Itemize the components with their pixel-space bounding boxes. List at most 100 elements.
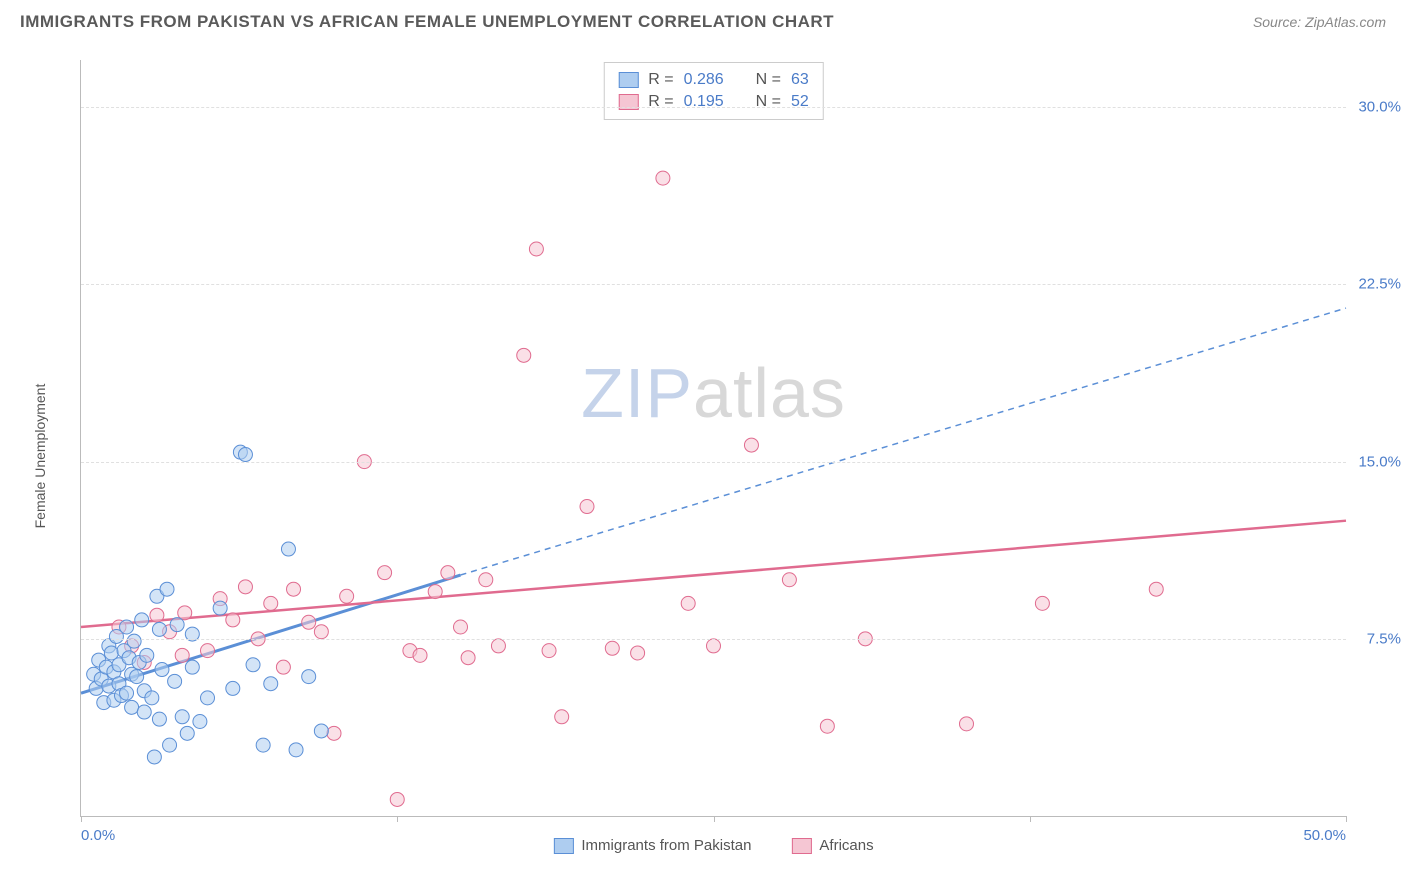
data-point	[656, 171, 670, 185]
data-point	[226, 681, 240, 695]
series-legend: Immigrants from Pakistan Africans	[553, 837, 873, 854]
data-point	[125, 700, 139, 714]
data-point	[193, 715, 207, 729]
data-point	[201, 691, 215, 705]
data-point	[201, 644, 215, 658]
series-legend-item-africans: Africans	[791, 837, 873, 854]
data-point	[140, 648, 154, 662]
data-point	[314, 724, 328, 738]
data-point	[152, 712, 166, 726]
data-point	[1149, 582, 1163, 596]
data-point	[960, 717, 974, 731]
y-tick-label: 22.5%	[1358, 276, 1401, 293]
y-axis-label: Female Unemployment	[32, 384, 48, 529]
data-point	[517, 348, 531, 362]
data-point	[631, 646, 645, 660]
data-point	[135, 613, 149, 627]
trend-line-dashed	[461, 308, 1347, 575]
data-point	[152, 622, 166, 636]
data-point	[120, 620, 134, 634]
data-point	[555, 710, 569, 724]
series-legend-item-pakistan: Immigrants from Pakistan	[553, 837, 751, 854]
data-point	[390, 792, 404, 806]
x-tick-mark	[397, 816, 398, 822]
data-point	[213, 601, 227, 615]
r-label: R =	[648, 93, 673, 111]
x-tick-label: 0.0%	[81, 827, 115, 844]
data-point	[454, 620, 468, 634]
data-point	[289, 743, 303, 757]
data-point	[147, 750, 161, 764]
data-point	[413, 648, 427, 662]
chart-source: Source: ZipAtlas.com	[1253, 14, 1386, 30]
data-point	[120, 686, 134, 700]
data-point	[479, 573, 493, 587]
data-point	[256, 738, 270, 752]
data-point	[130, 670, 144, 684]
gridline	[81, 284, 1346, 285]
data-point	[529, 242, 543, 256]
data-point	[238, 580, 252, 594]
data-point	[226, 613, 240, 627]
y-tick-label: 15.0%	[1358, 453, 1401, 470]
r-label: R =	[648, 71, 673, 89]
gridline	[81, 639, 1346, 640]
r-value-africans: 0.195	[684, 93, 734, 111]
correlation-legend: R = 0.286 N = 63 R = 0.195 N = 52	[603, 62, 823, 120]
data-point	[441, 566, 455, 580]
source-label: Source:	[1253, 14, 1305, 30]
data-point	[302, 615, 316, 629]
data-point	[168, 674, 182, 688]
source-value: ZipAtlas.com	[1305, 14, 1386, 30]
data-point	[175, 710, 189, 724]
data-point	[782, 573, 796, 587]
series-label-africans: Africans	[819, 837, 873, 854]
data-point	[707, 639, 721, 653]
data-point	[246, 658, 260, 672]
gridline	[81, 462, 1346, 463]
data-point	[155, 663, 169, 677]
data-point	[302, 670, 316, 684]
n-value-pakistan: 63	[791, 71, 809, 89]
data-point	[264, 596, 278, 610]
data-point	[681, 596, 695, 610]
data-point	[820, 719, 834, 733]
data-point	[491, 639, 505, 653]
data-point	[175, 648, 189, 662]
legend-swatch-africans-icon	[791, 838, 811, 854]
correlation-legend-row-1: R = 0.286 N = 63	[618, 69, 808, 91]
correlation-legend-row-2: R = 0.195 N = 52	[618, 91, 808, 113]
gridline	[81, 107, 1346, 108]
x-tick-mark	[1346, 816, 1347, 822]
chart-container: Female Unemployment ZIPatlas R = 0.286 N…	[50, 50, 1386, 862]
data-point	[314, 625, 328, 639]
data-point	[163, 738, 177, 752]
x-tick-mark	[1030, 816, 1031, 822]
data-point	[238, 448, 252, 462]
data-point	[281, 542, 295, 556]
data-point	[744, 438, 758, 452]
data-point	[276, 660, 290, 674]
series-label-pakistan: Immigrants from Pakistan	[581, 837, 751, 854]
data-point	[461, 651, 475, 665]
data-point	[170, 618, 184, 632]
data-point	[428, 585, 442, 599]
chart-title: IMMIGRANTS FROM PAKISTAN VS AFRICAN FEMA…	[20, 12, 834, 32]
data-point	[1035, 596, 1049, 610]
data-point	[264, 677, 278, 691]
data-point	[340, 589, 354, 603]
data-point	[542, 644, 556, 658]
y-tick-label: 30.0%	[1358, 99, 1401, 116]
data-point	[327, 726, 341, 740]
trend-line	[81, 521, 1346, 627]
n-label: N =	[756, 71, 781, 89]
r-value-pakistan: 0.286	[684, 71, 734, 89]
x-tick-mark	[81, 816, 82, 822]
data-point	[160, 582, 174, 596]
data-point	[180, 726, 194, 740]
data-point	[185, 660, 199, 674]
data-point	[287, 582, 301, 596]
scatter-plot-svg	[81, 60, 1346, 816]
n-value-africans: 52	[791, 93, 809, 111]
x-tick-label: 50.0%	[1303, 827, 1346, 844]
